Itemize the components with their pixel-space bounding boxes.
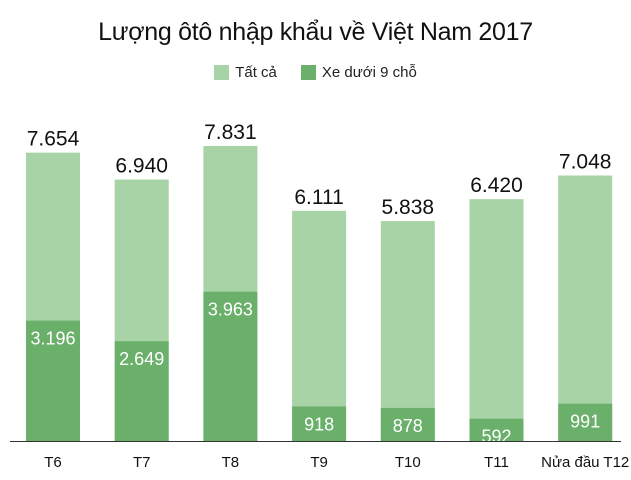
bar-under9 [114, 341, 169, 441]
bar-under9 [26, 320, 80, 441]
chart-title: Lượng ôtô nhập khẩu về Việt Nam 2017 [98, 18, 533, 46]
legend-label-total: Tất cả [235, 64, 277, 81]
bar-under9 [558, 403, 613, 441]
data-label-total: 5.838 [382, 196, 435, 219]
bar-total [469, 199, 524, 441]
bar-total [558, 175, 613, 442]
data-label-under9: 878 [393, 416, 423, 436]
data-label-under9: 592 [481, 427, 511, 447]
legend-item-under9: Xe dưới 9 chỗ [300, 64, 417, 81]
x-tick-label: T9 [310, 454, 328, 471]
bar-under9 [292, 406, 347, 441]
data-label-under9: 918 [304, 414, 334, 434]
data-label-total: 6.111 [294, 186, 343, 209]
data-label-under9: 3.963 [208, 300, 253, 320]
data-label-under9: 2.649 [119, 349, 164, 369]
data-label-total: 6.940 [115, 155, 168, 178]
data-label-total: 6.420 [470, 174, 523, 197]
x-tick-label: T7 [133, 454, 151, 471]
legend-swatch-total [214, 65, 230, 80]
x-tick-label: T11 [484, 454, 509, 471]
x-tick-label: T8 [222, 454, 240, 471]
legend-swatch-under9 [300, 65, 316, 80]
bar-total [380, 221, 435, 441]
data-label-under9: 3.196 [30, 329, 75, 349]
data-label-under9: 991 [570, 412, 600, 432]
legend: Tất cả Xe dưới 9 chỗ [0, 64, 631, 81]
data-label-total: 7.831 [204, 121, 257, 144]
x-tick-label: Nửa đầu T12 [541, 454, 629, 471]
x-tick-label: T6 [44, 454, 62, 471]
bar-under9 [469, 418, 524, 441]
legend-item-total: Tất cả [214, 64, 277, 81]
bar-under9 [380, 407, 435, 441]
x-tick-label: T10 [395, 454, 421, 471]
data-label-total: 7.048 [559, 150, 612, 173]
bar-under9 [203, 291, 258, 441]
data-label-total: 7.654 [27, 128, 80, 151]
legend-label-under9: Xe dưới 9 chỗ [321, 64, 417, 81]
bar-total [292, 210, 347, 441]
